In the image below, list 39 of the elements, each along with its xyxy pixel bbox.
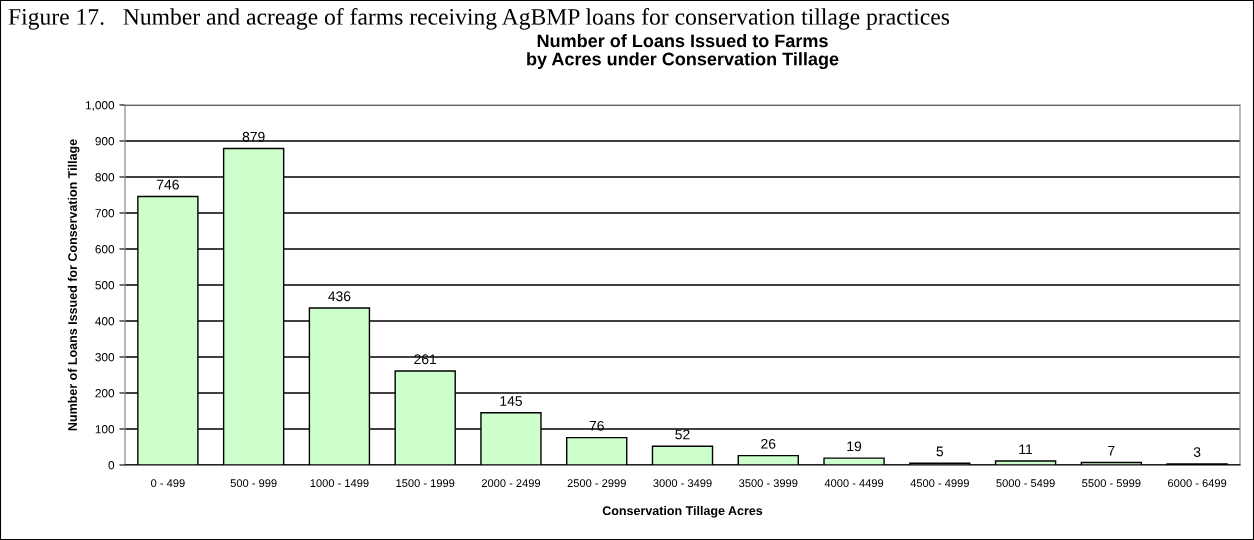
data-label: 7 [1108, 445, 1115, 456]
x-tick-label: 1000 - 1499 [310, 479, 369, 488]
y-tick-label: 700 [95, 209, 115, 218]
y-tick-label: 400 [95, 317, 115, 326]
chart-subtitle: Number of Loans Issued to Farms by Acres under Conservation Tillage [527, 34, 839, 70]
x-tick-label: 6000 - 6499 [1168, 479, 1227, 488]
y-tick-label: 900 [95, 137, 115, 146]
x-tick-label: 3000 - 3499 [653, 479, 712, 488]
x-tick-label: 0 - 499 [151, 479, 185, 488]
data-label: 145 [500, 396, 522, 406]
chart-title: Figure 17. Number and acreage of farms receiving AgBMP loans for conservation tillage practices [8, 8, 950, 30]
data-label: 5 [936, 446, 944, 457]
y-axis-title: Number of Loans Issued for Conservation Tillage [67, 139, 80, 431]
y-tick-label: 500 [95, 281, 115, 290]
y-tick-label: 200 [95, 389, 115, 398]
y-tick-label: 600 [95, 245, 115, 254]
x-tick-label: 4500 - 4999 [910, 479, 969, 488]
x-tick-label: 500 - 999 [230, 479, 277, 488]
y-tick-label: 100 [95, 425, 115, 434]
data-label: 26 [761, 438, 776, 449]
data-label: 19 [847, 441, 862, 452]
x-tick-label: 5500 - 5999 [1082, 479, 1141, 488]
x-axis-title: Conservation Tillage Acres [602, 505, 763, 518]
y-tick-label: 0 [108, 461, 115, 470]
x-tick-label: 5000 - 5499 [996, 479, 1055, 488]
x-tick-label: 2500 - 2999 [567, 479, 626, 488]
y-tick-label: 300 [95, 353, 115, 362]
data-label: 436 [328, 291, 351, 302]
data-label: 11 [1019, 444, 1033, 454]
data-label: 52 [675, 429, 690, 440]
data-label: 746 [157, 179, 179, 190]
y-tick-label: 800 [95, 173, 115, 182]
data-label: 879 [242, 131, 265, 142]
x-tick-label: 4000 - 4499 [824, 479, 884, 488]
y-tick-label: 1,000 [85, 101, 115, 111]
x-tick-label: 1500 - 1999 [396, 479, 455, 488]
x-tick-label: 3500 - 3999 [739, 479, 798, 488]
x-tick-label: 2000 - 2499 [481, 479, 541, 488]
data-label: 3 [1193, 447, 1201, 458]
